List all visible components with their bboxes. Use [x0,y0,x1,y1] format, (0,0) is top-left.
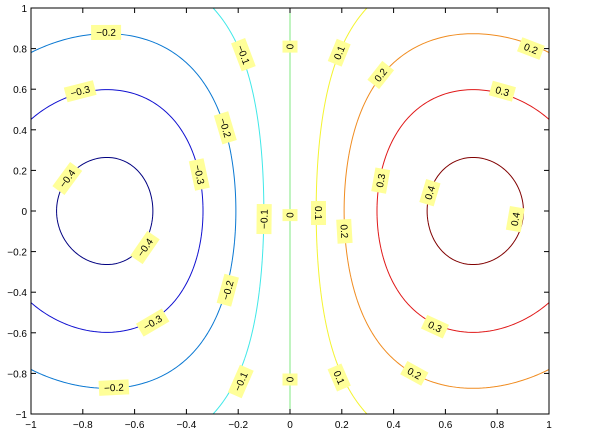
contour-label-box [52,161,83,196]
contour-label-box [336,218,353,244]
contour-label: −0.1 [231,38,256,72]
contour-label-text: −0.2 [221,279,237,301]
contour-label-box [282,373,298,386]
contour-label-text: 0 [286,212,297,218]
x-tick-label: −0.8 [73,420,93,431]
contour-label-box [420,314,450,339]
contour-label: −0.2 [91,24,122,40]
contour-label-text: −0.2 [104,383,125,395]
contour-label-text: 0.2 [337,224,349,239]
contour-label-box [327,363,351,392]
contour-label: 0.3 [371,167,391,194]
x-tick-label: 0 [287,420,293,431]
contour-label: 0.1 [327,38,351,67]
contour-label-text: −0.3 [70,84,92,100]
contour-label: 0.2 [336,218,353,244]
contour-label-text: 0.2 [522,42,539,57]
x-tick-label: −0.2 [228,420,248,431]
contour-label-text: −0.3 [191,164,206,186]
contour-label-text: 0.1 [332,44,348,61]
contour-label-box [367,60,395,90]
contour-label: 0.2 [517,37,545,60]
contour-line [30,33,237,389]
contour-label-box [371,167,391,194]
contour-label: −0.2 [98,379,130,396]
contour-label-box [130,230,160,265]
x-tick-label: 0.6 [438,420,452,431]
contour-label: 0.2 [400,361,429,386]
x-tick-label: 0.4 [387,420,401,431]
y-tick-label: 0.6 [13,85,27,96]
contour-label-box [488,80,516,102]
contour-label: 0 [282,40,298,53]
contour-label: 0.2 [367,60,395,90]
contour-label: 0.4 [505,205,525,233]
y-tick-label: 0.4 [13,126,27,137]
contour-label-box [282,40,298,53]
contour-label-box [216,273,239,307]
y-tick-label: 1 [21,4,27,15]
contour-label: 0.1 [327,363,351,392]
contour-label-box [400,361,429,386]
contour-label-text: 0.1 [330,369,346,387]
y-tick-label: 0.8 [13,45,27,56]
contour-label-text: −0.2 [96,28,116,39]
contour-label-text: 0.4 [510,211,523,227]
contour-label: −0.1 [256,204,272,235]
y-tick-label: 0.2 [13,166,27,177]
x-tick-label: −1 [25,420,37,431]
contour-label-box [517,37,545,60]
contour-label-box [63,80,97,103]
contour-label: 0.3 [420,314,450,339]
contour-label-box [188,158,210,191]
y-tick-label: −1 [16,410,28,421]
contour-label: −0.3 [63,80,97,103]
contour-label-box [256,204,272,235]
y-tick-label: 0 [21,207,27,218]
y-tick-label: −0.6 [7,329,27,340]
y-tick-label: −0.2 [7,248,27,259]
contour-label: 0 [282,373,298,386]
contour-label: 0 [282,209,298,222]
contour-label-text: 0 [286,43,297,49]
y-tick-label: −0.4 [7,288,27,299]
contour-label: −0.3 [188,158,210,191]
contour-label-box [91,24,122,40]
y-tick-label: −0.8 [7,369,27,380]
contour-line [343,33,550,389]
contour-label-box [505,205,525,233]
contour-label-box [227,364,254,399]
contour-label-text: 0.3 [375,173,388,189]
contour-label: −0.1 [227,364,254,399]
contour-label-text: −0.1 [259,209,270,229]
contour-label-box [282,209,298,222]
axis-ticks: −1 −0.8 −0.6 −0.4 −0.2 0 0.2 0.4 0.6 0.8 1 −1 −0.8 −0… [7,4,552,431]
contour-label: −0.2 [216,273,239,307]
contour-label-box [419,179,441,207]
contour-label-box [327,38,351,67]
contour-label-box [310,200,327,226]
contour-label-box [213,111,237,145]
x-tick-label: 1 [546,420,552,431]
x-tick-label: 0.2 [335,420,349,431]
x-tick-label: 0.8 [490,420,504,431]
contour-label-box [135,308,170,337]
contour-label-box [98,379,130,396]
contour-label-text: 0.3 [494,85,511,99]
contour-label-text: 0.1 [312,206,323,220]
contour-label: 0.4 [419,179,441,207]
contour-label: 0.3 [488,80,516,102]
contour-label-text: 0.4 [424,184,439,201]
contour-labels: −0.4−0.4−0.3−0.3−0.3−0.2−0.2−0.2−0.2−0.1… [52,24,545,399]
x-tick-label: −0.6 [125,420,145,431]
contour-label-box [231,38,256,72]
x-tick-label: −0.4 [177,420,197,431]
contour-label: 0.1 [310,200,327,226]
contour-label-text: 0 [286,376,297,382]
contour-label: −0.2 [213,111,237,145]
contour-label-text: 0.3 [426,320,444,336]
